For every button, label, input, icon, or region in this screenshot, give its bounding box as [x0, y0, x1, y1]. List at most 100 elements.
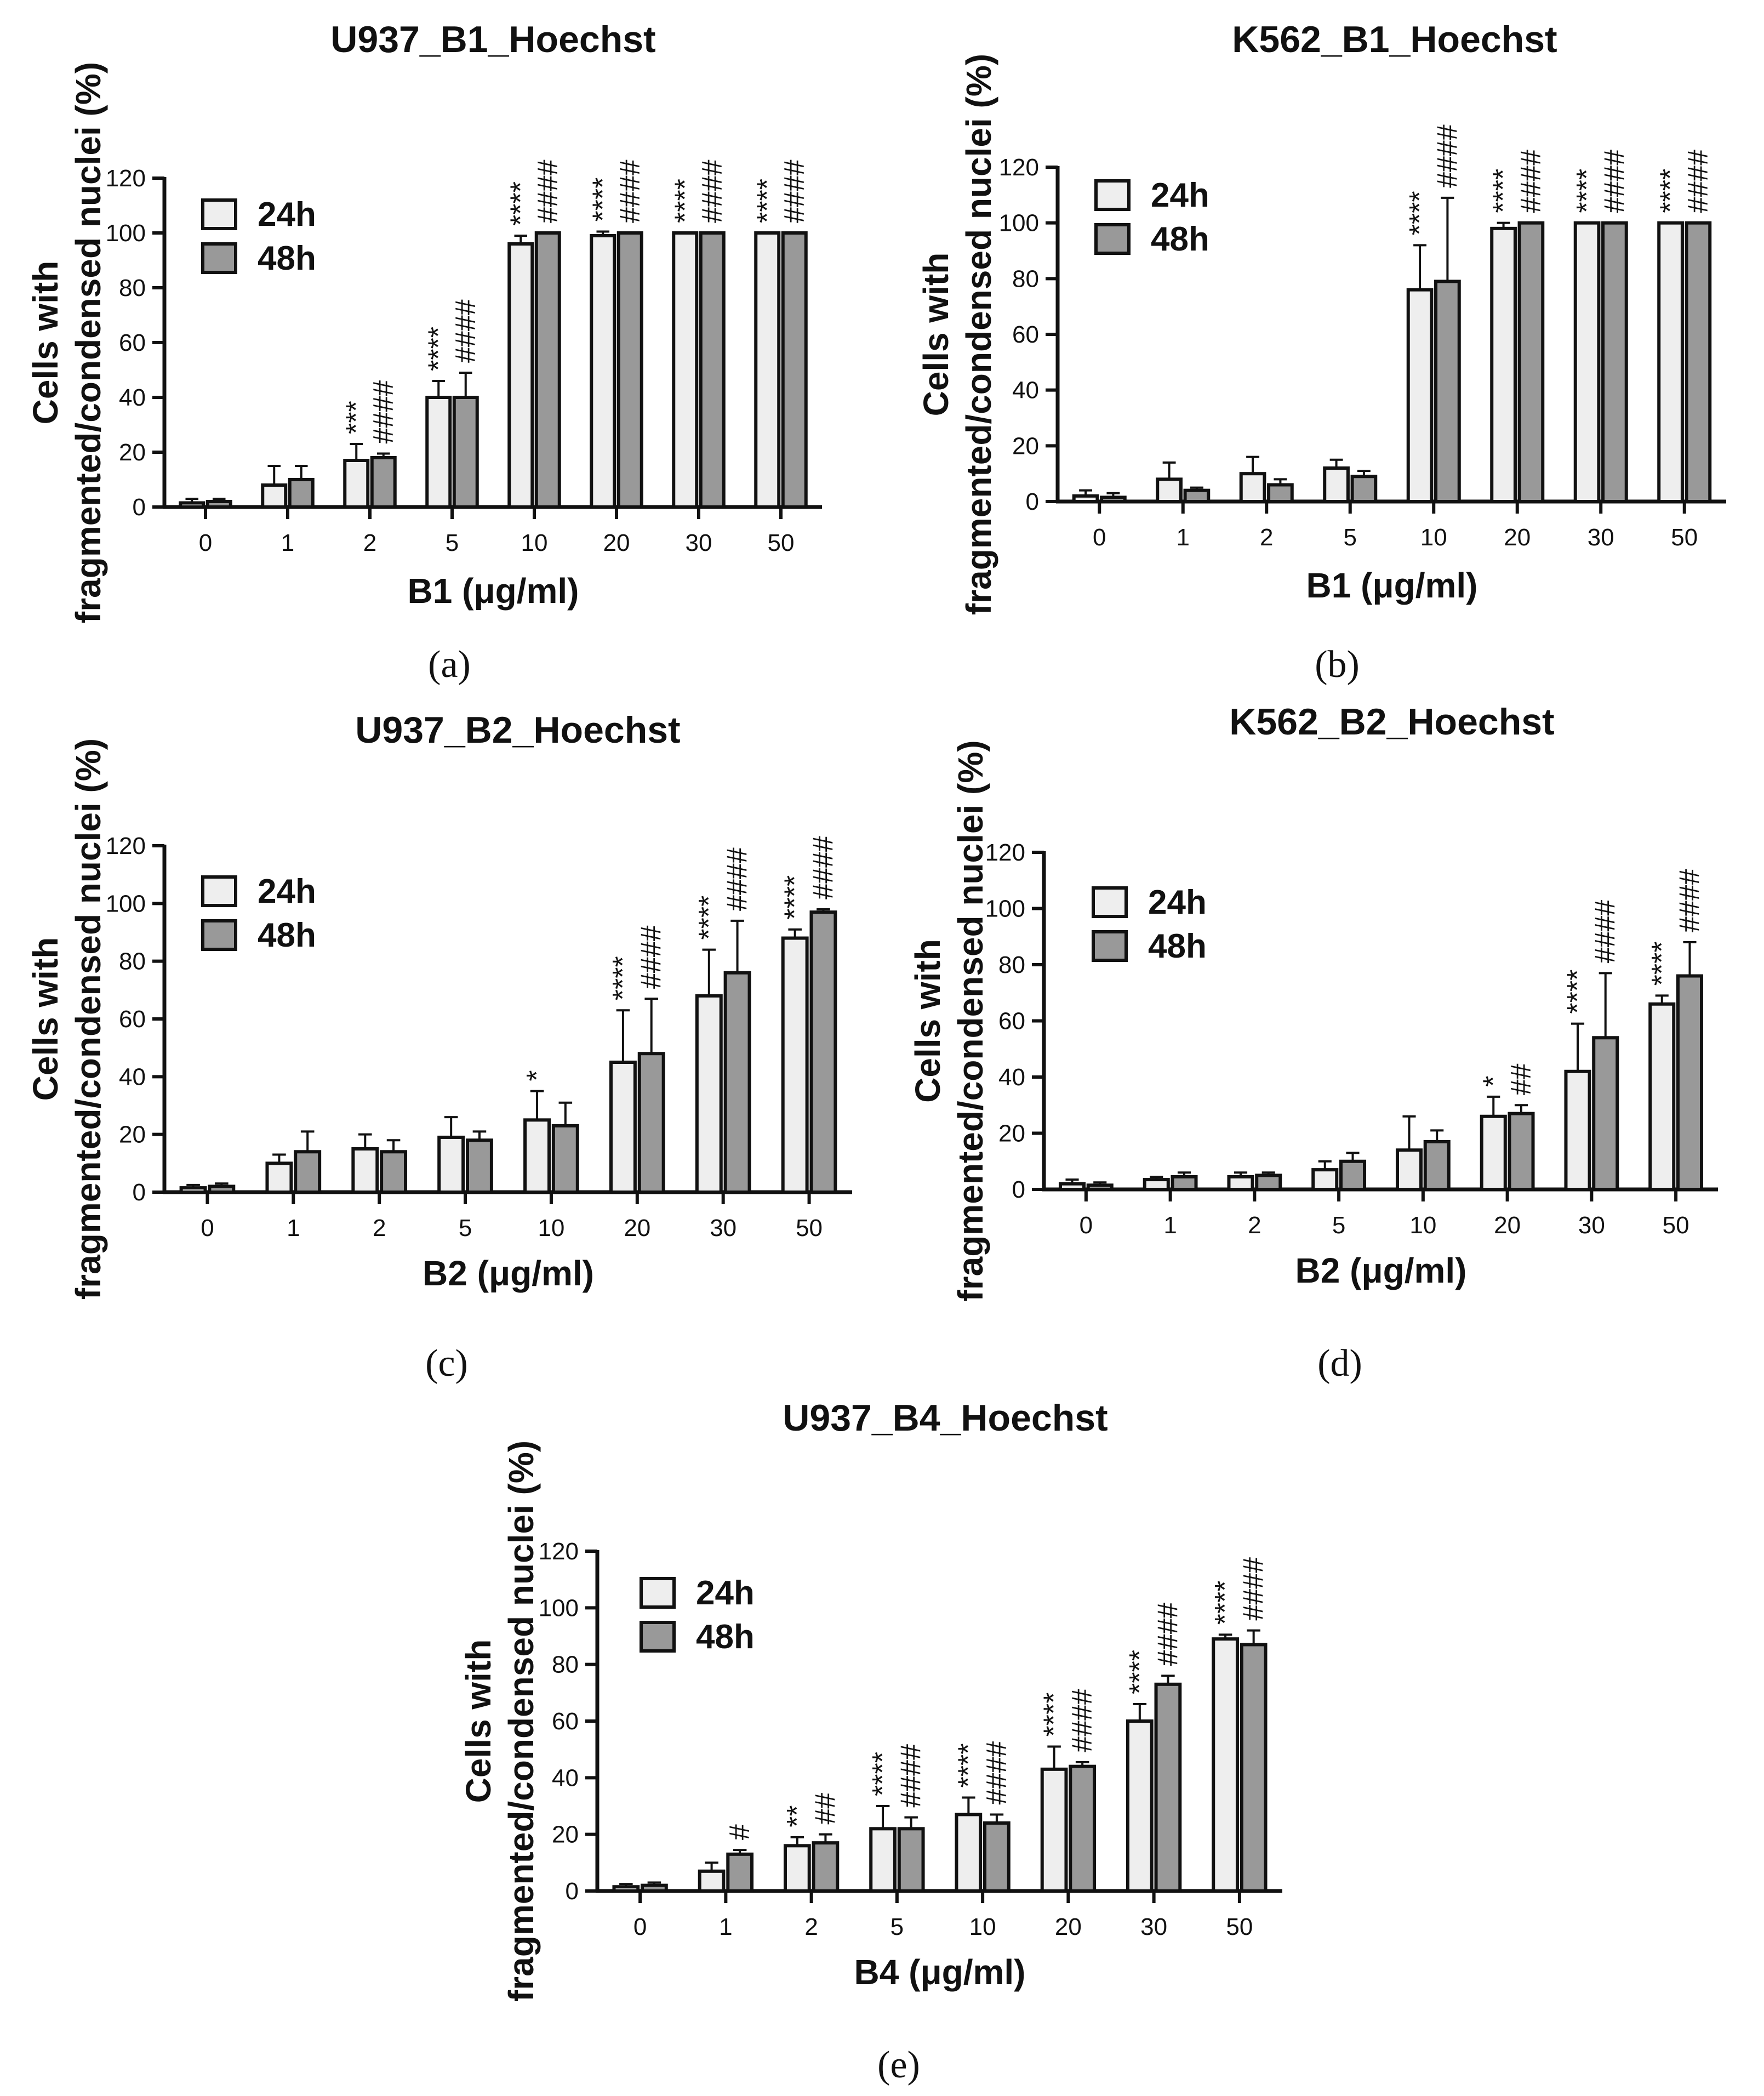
significance-label: **** — [1571, 169, 1603, 213]
y-tick-label: 100 — [539, 1594, 579, 1621]
significance-label: ** — [781, 1805, 813, 1827]
x-tick-label: 10 — [1409, 1212, 1436, 1239]
bar-48h — [699, 231, 726, 509]
bar-24h — [1657, 221, 1684, 503]
bar-24h — [612, 1885, 640, 1893]
x-tick-label: 2 — [1248, 1212, 1261, 1239]
x-axis-label: B2 (μg/ml) — [1295, 1251, 1467, 1290]
y-tick-label: 20 — [119, 1121, 146, 1148]
legend-label-24h: 24h — [1148, 884, 1207, 921]
bar-24h — [1156, 477, 1183, 503]
legend-swatch-24h — [640, 1577, 676, 1609]
significance-label: #### — [1152, 1603, 1184, 1666]
significance-label: #### — [1599, 150, 1630, 213]
bar-48h — [616, 231, 643, 509]
bar-48h — [1434, 280, 1461, 504]
bar-48h — [641, 1883, 668, 1893]
bar-48h — [1350, 475, 1378, 503]
y-axis-label: fragmented/condensed nuclei (%) — [68, 62, 108, 623]
bar-24h — [781, 936, 809, 1194]
bar-48h — [1100, 495, 1127, 503]
y-axis-label: Cells with — [908, 939, 947, 1103]
bar-48h — [1508, 1112, 1535, 1191]
bar-48h — [294, 1150, 322, 1194]
bar-48h — [1339, 1159, 1367, 1191]
x-tick-label: 2 — [373, 1215, 386, 1241]
significance-label: #### — [722, 847, 753, 911]
x-tick-label: 10 — [969, 1913, 996, 1940]
bar-24h — [1573, 221, 1601, 503]
bar-48h — [809, 910, 837, 1194]
bar-48h — [205, 500, 232, 509]
x-tick-label: 10 — [1420, 524, 1447, 551]
y-tick-label: 0 — [1012, 1176, 1025, 1203]
chart-title: K562_B1_Hoechst — [1232, 19, 1557, 60]
y-tick-label: 80 — [1012, 265, 1039, 292]
x-tick-label: 5 — [459, 1215, 472, 1241]
y-tick-label: 60 — [119, 1006, 146, 1033]
panel-label: (d) — [1317, 1342, 1362, 1385]
y-tick-label: 20 — [119, 439, 146, 466]
bar-24h — [1311, 1168, 1339, 1191]
significance-label: # — [724, 1824, 756, 1840]
x-axis-label: B1 (μg/ml) — [1306, 566, 1478, 605]
bar-24h — [695, 994, 723, 1194]
significance-label: #### — [1682, 150, 1714, 213]
y-tick-label: 40 — [1012, 377, 1039, 404]
bar-24h — [523, 1118, 551, 1194]
significance-label: **** — [1038, 1693, 1070, 1737]
legend-label-48h: 48h — [696, 1618, 755, 1656]
significance-label: ## — [1505, 1063, 1537, 1095]
significance-label: #### — [779, 160, 810, 223]
x-tick-label: 30 — [1578, 1212, 1605, 1239]
significance-label: * — [521, 1070, 553, 1081]
y-tick-label: 120 — [106, 833, 146, 859]
significance-label: * — [1477, 1076, 1509, 1087]
y-tick-label: 20 — [1012, 432, 1039, 459]
significance-label: #### — [1238, 1557, 1270, 1621]
significance-label: **** — [587, 178, 619, 222]
bar-24h — [783, 1844, 811, 1893]
y-tick-label: 40 — [119, 384, 146, 411]
x-tick-label: 1 — [1163, 1212, 1177, 1239]
bar-24h — [1212, 1637, 1239, 1893]
x-tick-label: 20 — [1504, 524, 1531, 551]
bar-24h — [1239, 472, 1266, 504]
y-tick-label: 0 — [133, 1179, 146, 1206]
y-tick-label: 80 — [552, 1651, 579, 1678]
bar-48h — [726, 1852, 754, 1893]
legend-swatch-48h — [1092, 930, 1128, 962]
bar-48h — [1171, 1175, 1198, 1191]
x-tick-label: 1 — [281, 529, 294, 556]
significance-label: #### — [532, 160, 564, 223]
x-tick-label: 5 — [446, 529, 459, 556]
x-tick-label: 0 — [1080, 1212, 1093, 1239]
bar-24h — [672, 231, 699, 509]
x-tick-label: 1 — [719, 1913, 732, 1940]
x-tick-label: 50 — [1226, 1913, 1253, 1940]
x-tick-label: 30 — [686, 529, 712, 556]
x-tick-label: 30 — [1588, 524, 1614, 551]
x-tick-label: 2 — [363, 529, 376, 556]
x-axis-label: B4 (μg/ml) — [854, 1952, 1026, 1992]
bar-24h — [1040, 1767, 1068, 1893]
y-axis-label: Cells with — [26, 261, 65, 425]
bar-48h — [1154, 1682, 1182, 1893]
significance-label: #### — [450, 299, 482, 363]
x-tick-label: 1 — [287, 1215, 300, 1241]
significance-label: **** — [751, 179, 783, 223]
y-tick-label: 20 — [552, 1821, 579, 1848]
bar-48h — [1592, 1036, 1619, 1191]
x-tick-label: 20 — [624, 1215, 650, 1241]
x-axis-label: B2 (μg/ml) — [423, 1254, 594, 1293]
significance-label: #### — [697, 160, 728, 223]
significance-label: #### — [981, 1741, 1013, 1805]
legend-label-24h: 24h — [1151, 176, 1209, 214]
significance-label: #### — [1674, 869, 1705, 932]
bar-24h — [1058, 1182, 1086, 1191]
bar-24h — [869, 1827, 897, 1893]
